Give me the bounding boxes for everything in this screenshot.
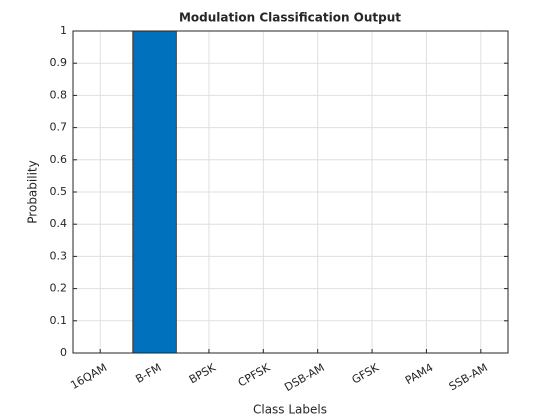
- y-tick-label: 0.8: [50, 88, 68, 101]
- y-tick-label: 0.3: [50, 249, 68, 262]
- y-tick-label: 0.5: [50, 185, 68, 198]
- y-tick-label: 0.4: [50, 217, 68, 230]
- y-tick-label: 1: [60, 24, 67, 37]
- chart-title: Modulation Classification Output: [179, 11, 401, 25]
- x-axis-label: Class Labels: [253, 403, 327, 417]
- y-tick-label: 0.6: [50, 153, 68, 166]
- y-tick-label: 0: [60, 346, 67, 359]
- y-tick-label: 0.9: [50, 56, 68, 69]
- y-tick-label: 0.7: [50, 121, 68, 134]
- y-tick-label: 0.2: [50, 282, 68, 295]
- y-tick-label: 0.1: [50, 314, 68, 327]
- y-axis-label: Probability: [26, 160, 40, 223]
- bar: [132, 30, 177, 354]
- axes-box: [72, 30, 509, 354]
